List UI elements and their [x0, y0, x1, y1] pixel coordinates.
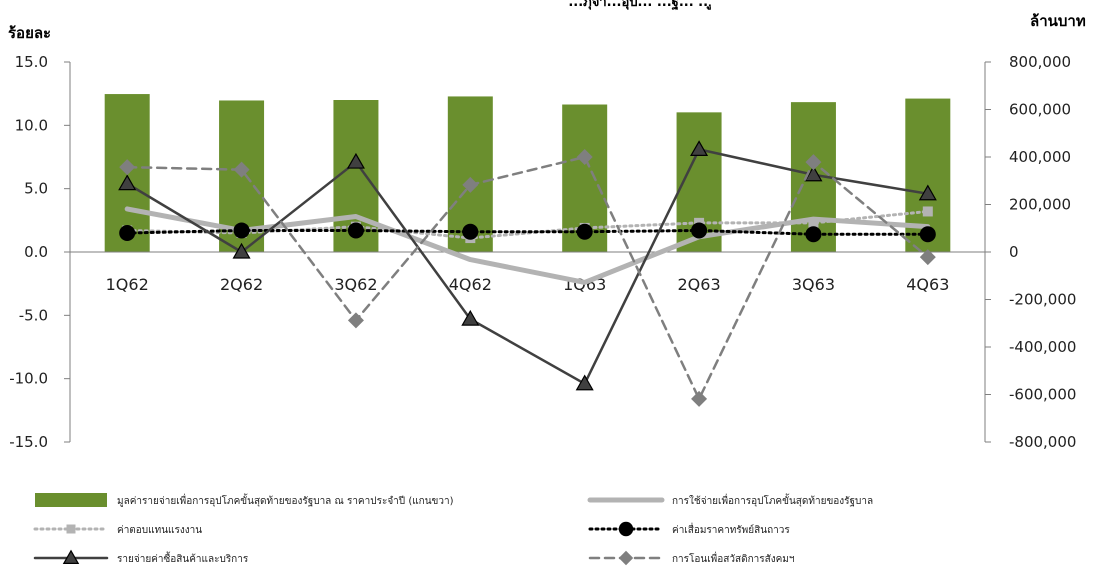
legend-item: รายจ่ายค่าซื้อสินค้าและบริการ	[33, 549, 249, 565]
series-line	[125, 228, 930, 236]
series-point	[918, 184, 937, 201]
series-point	[346, 152, 365, 169]
legend-label: การใช้จ่ายเพื่อการอุปโภคขั้นสุดท้ายของรั…	[672, 493, 873, 507]
legend-marker	[618, 550, 634, 566]
left-tick-label: 5.0	[24, 180, 48, 198]
left-tick-label: -10.0	[9, 370, 48, 388]
series-point	[347, 312, 364, 329]
legend-label: การโอนเพื่อสวัสดิการสังคมฯ	[672, 551, 795, 565]
legend-label: ค่าตอบแทนแรงงาน	[117, 525, 202, 536]
category-label: 3Q62	[334, 275, 377, 294]
right-tick-label: 600,000	[1009, 101, 1071, 119]
series-point	[808, 217, 819, 228]
legend: มูลค่ารายจ่ายเพื่อการอุปโภคขั้นสุดท้ายขอ…	[33, 493, 873, 566]
right-tick-label: 0	[1009, 243, 1019, 261]
series-4	[118, 140, 937, 391]
series-point	[462, 223, 479, 240]
series-point	[233, 222, 250, 239]
category-label: 4Q62	[449, 275, 492, 294]
series-point	[461, 309, 480, 326]
series-point	[347, 222, 364, 239]
series-point	[462, 176, 479, 193]
right-tick-label: -800,000	[1009, 433, 1076, 451]
series-5	[119, 149, 936, 407]
legend-marker	[618, 521, 634, 537]
legend-item: มูลค่ารายจ่ายเพื่อการอุปโภคขั้นสุดท้ายขอ…	[35, 493, 454, 507]
legend-item: การโอนเพื่อสวัสดิการสังคมฯ	[588, 550, 795, 566]
right-tick-label: 800,000	[1009, 53, 1071, 71]
series-point	[919, 249, 936, 266]
right-tick-label: 200,000	[1009, 196, 1071, 214]
right-tick-label: -600,000	[1009, 386, 1076, 404]
left-tick-label: -5.0	[19, 306, 48, 324]
series-3	[119, 222, 936, 243]
series-point	[118, 174, 137, 191]
series-point	[922, 206, 933, 217]
left-tick-label: 10.0	[15, 116, 48, 134]
series-point	[805, 226, 822, 243]
category-label: 2Q63	[677, 275, 720, 294]
series-point	[804, 165, 823, 182]
legend-label: รายจ่ายค่าซื้อสินค้าและบริการ	[117, 551, 249, 565]
series-point	[119, 159, 136, 176]
series-point	[691, 390, 708, 407]
series-point	[576, 149, 593, 165]
series-point	[576, 223, 593, 240]
left-axis-title: ร้อยละ	[8, 24, 51, 42]
line-series-group	[118, 140, 937, 407]
legend-item: ค่าเสื่อมราคาทรัพย์สินถาวร	[588, 521, 790, 537]
category-label: 4Q63	[906, 275, 949, 294]
category-label: 2Q62	[220, 275, 263, 294]
legend-label: มูลค่ารายจ่ายเพื่อการอุปโภคขั้นสุดท้ายขอ…	[117, 493, 454, 507]
series-point	[119, 225, 136, 241]
series-point	[805, 154, 822, 171]
legend-item: การใช้จ่ายเพื่อการอุปโภคขั้นสุดท้ายของรั…	[587, 493, 873, 507]
legend-marker	[62, 549, 80, 565]
axes: 15.0 10.0 5.0 0.0 -5.0 -10.0 -15.0 800,000 600,0…	[9, 53, 1076, 451]
series-point	[690, 140, 709, 156]
left-tick-label: 0.0	[24, 243, 48, 261]
series-point	[233, 161, 250, 178]
series-point	[232, 242, 251, 259]
legend-label: ค่าเสื่อมราคาทรัพย์สินถาวร	[672, 522, 790, 536]
right-tick-label: -400,000	[1009, 338, 1076, 356]
legend-marker	[66, 524, 76, 534]
chart-title: ...ภุจา...อุป... ...ฐ... ...ู	[568, 0, 711, 11]
right-tick-label: -200,000	[1009, 291, 1076, 309]
series-point	[575, 374, 594, 391]
series-line	[125, 155, 930, 401]
series-line	[125, 148, 930, 385]
right-axis-title: ล้านบาท	[1030, 12, 1086, 30]
series-point	[691, 222, 708, 239]
legend-item: ค่าตอบแทนแรงงาน	[33, 524, 202, 536]
right-tick-label: 400,000	[1009, 148, 1071, 166]
category-label: 3Q63	[792, 275, 835, 294]
legend-swatch	[35, 493, 107, 507]
left-tick-label: 15.0	[15, 53, 48, 71]
left-tick-label: -15.0	[9, 433, 48, 451]
series-point	[919, 226, 936, 243]
category-label: 1Q62	[106, 275, 149, 294]
